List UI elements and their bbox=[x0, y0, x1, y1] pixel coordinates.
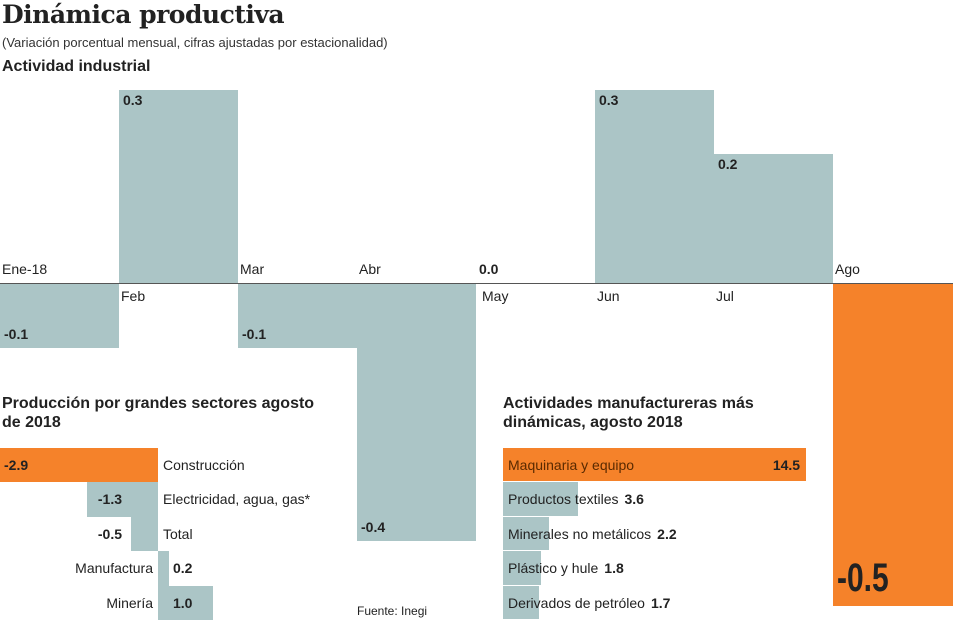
manufacturing-bar bbox=[503, 585, 539, 619]
sector-bar bbox=[0, 448, 158, 483]
sector-bar bbox=[130, 516, 158, 552]
sector-bar bbox=[158, 585, 213, 620]
month-label: Abr bbox=[359, 261, 381, 277]
value-label: 0.2 bbox=[718, 156, 738, 172]
sectors-chart-title: Producción por grandes sectores agosto d… bbox=[2, 395, 315, 431]
manufacturing-bar bbox=[503, 516, 549, 551]
baseline bbox=[0, 283, 953, 284]
main-chart-title: Actividad industrial bbox=[2, 58, 151, 75]
manufacturing-value: 3.6 bbox=[624, 491, 644, 508]
manufacturing-label: Derivados de petróleo 1.7 bbox=[508, 594, 671, 611]
month-label: Jun bbox=[597, 288, 620, 304]
sector-value: 0.2 bbox=[173, 560, 193, 577]
month-label: Feb bbox=[121, 288, 146, 304]
manufacturing-label: Minerales no metálicos 2.2 bbox=[508, 525, 677, 542]
sector-label: Minería bbox=[106, 594, 153, 611]
sector-label: Construcción bbox=[163, 457, 245, 473]
month-label: Ago bbox=[835, 261, 860, 277]
manufacturing-value: 1.8 bbox=[604, 560, 624, 577]
manufacturing-label: Plástico y hule 1.8 bbox=[508, 560, 624, 577]
month-label: Jul bbox=[716, 288, 734, 304]
value-label: 0.3 bbox=[123, 91, 143, 108]
manufacturing-value: 1.7 bbox=[650, 594, 671, 611]
month-bar bbox=[119, 89, 238, 283]
sector-value: -2.9 bbox=[4, 457, 29, 473]
sector-value: -0.5 bbox=[97, 525, 122, 542]
sector-bar bbox=[87, 482, 158, 517]
month-bar bbox=[357, 283, 476, 541]
value-label: -0.5 bbox=[837, 555, 889, 600]
manufacturing-label: Maquinaria y equipo bbox=[508, 457, 635, 473]
sector-label: Manufactura bbox=[75, 560, 153, 577]
month-label: May bbox=[482, 288, 509, 304]
sector-value: 1.0 bbox=[173, 594, 193, 611]
month-bar bbox=[714, 154, 833, 283]
manufacturing-value: 14.5 bbox=[772, 457, 801, 473]
month-bar bbox=[238, 283, 357, 348]
sector-label: Electricidad, agua, gas* bbox=[163, 491, 311, 508]
manufacturing-bar bbox=[503, 551, 541, 585]
value-label: 0.3 bbox=[599, 91, 619, 108]
value-label: -0.4 bbox=[361, 519, 386, 535]
sector-value: -1.3 bbox=[97, 491, 122, 508]
month-label: Ene-18 bbox=[2, 261, 48, 277]
sector-label: Total bbox=[163, 525, 193, 542]
manufacturing-chart-title: Actividades manufactureras más dinámicas… bbox=[503, 395, 754, 431]
value-label: 0.0 bbox=[479, 261, 499, 277]
manufacturing-value: 2.2 bbox=[657, 525, 677, 542]
month-bar bbox=[595, 89, 714, 283]
source-note: Fuente: Inegi bbox=[357, 604, 428, 618]
chart-title: Dinámica productiva bbox=[2, 0, 285, 29]
value-label: -0.1 bbox=[4, 325, 29, 342]
manufacturing-label: Productos textiles 3.6 bbox=[508, 491, 644, 508]
manufacturing-bar bbox=[503, 482, 579, 516]
sector-bar bbox=[158, 551, 169, 586]
month-bar bbox=[0, 283, 119, 348]
month-label: Mar bbox=[240, 261, 265, 277]
manufacturing-bar bbox=[503, 448, 807, 482]
chart-subtitle: (Variación porcentual mensual, cifras aj… bbox=[2, 35, 388, 50]
month-bar bbox=[833, 283, 953, 606]
value-label: -0.1 bbox=[242, 325, 267, 342]
